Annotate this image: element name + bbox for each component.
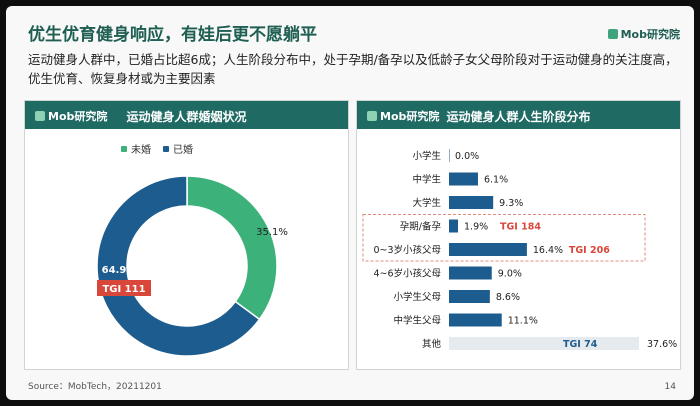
- legend-item-unmarried: 未婚: [121, 141, 151, 156]
- legend-item-married: 已婚: [163, 141, 193, 156]
- bar-0: [449, 149, 450, 162]
- bar-5: [449, 266, 492, 280]
- brand-logo-icon: [607, 29, 618, 39]
- bar-8: [449, 337, 639, 350]
- bar-category-label: 小学生父母: [393, 291, 441, 303]
- bar-2: [449, 196, 494, 209]
- panel-logo-icon: [35, 111, 45, 121]
- life-stage-panel-header: Mob研究院 运动健身人群人生阶段分布: [357, 101, 680, 129]
- legend-swatch-married: [163, 145, 169, 152]
- tgi-annotation: TGI 206: [569, 245, 610, 256]
- bar-value-label: 16.4%: [533, 245, 563, 256]
- marital-panel-logo: Mob研究院: [35, 108, 107, 124]
- marital-panel-header: Mob研究院 运动健身人群婚姻状况: [25, 101, 348, 129]
- bar-value-label: 6.1%: [484, 175, 508, 186]
- tgi-annotation: TGI 184: [500, 222, 541, 233]
- tgi-text-married: TGI 111: [102, 284, 145, 295]
- bar-value-label: 11.1%: [508, 316, 538, 327]
- bar-3: [449, 219, 459, 233]
- life-stage-panel-title: 运动健身人群人生阶段分布: [446, 110, 591, 124]
- bar-category-label: 小学生: [412, 150, 441, 162]
- slide: 优生优育健身响应，有娃后更不愿躺平 Mob研究院 运动健身人群中，已婚占比超6成…: [6, 6, 694, 400]
- marital-status-panel: Mob研究院 运动健身人群婚姻状况 未婚 已婚 35.1% 64.9% TGI 11…: [24, 100, 349, 370]
- bar-category-label: 孕期/备孕: [400, 221, 442, 233]
- life-stage-panel: Mob研究院 运动健身人群人生阶段分布 小学生 0.0% 中学生 6.1% 大学生 9.3…: [356, 100, 681, 370]
- slide-subtitle: 运动健身人群中，已婚占比超6成；人生阶段分布中，处于孕期/备孕以及低龄子女父母阶…: [28, 52, 678, 86]
- bar-value-label: 37.6%: [647, 339, 677, 350]
- legend-swatch-unmarried: [121, 145, 127, 152]
- bar-value-label: 9.0%: [498, 269, 522, 280]
- donut-label-married: 64.9%: [102, 265, 137, 276]
- life-stage-bar-chart: 小学生 0.0% 中学生 6.1% 大学生 9.3% 孕期/备孕 1.9% 0~3岁小孩父母 16…: [362, 149, 677, 350]
- bar-category-label: 中学生父母: [393, 315, 441, 327]
- tgi-badge-married: [97, 280, 151, 296]
- bar-category-label: 4~6岁小孩父母: [373, 268, 441, 280]
- page-number: 14: [664, 382, 676, 392]
- life-stage-panel-logo: Mob研究院: [367, 108, 439, 124]
- tgi-annotation: TGI 74: [563, 339, 598, 350]
- bar-category-label: 0~3岁小孩父母: [373, 244, 441, 256]
- marital-donut-chart: 35.1% 64.9% TGI 111: [96, 175, 288, 357]
- donut-label-unmarried: 35.1%: [256, 227, 288, 238]
- bar-1: [449, 172, 478, 186]
- bar-value-label: 1.9%: [464, 222, 488, 233]
- marital-panel-title: 运动健身人群婚姻状况: [126, 110, 247, 124]
- highlight-box: [362, 214, 646, 262]
- slide-title: 优生优育健身响应，有娃后更不愿躺平: [28, 25, 317, 45]
- panel-logo-icon: [367, 111, 377, 121]
- bar-7: [449, 313, 502, 327]
- donut-slice-unmarried: [186, 175, 278, 321]
- source-note: Source：MobTech，20211201: [28, 382, 162, 392]
- bar-6: [449, 290, 490, 303]
- bar-value-label: 0.0%: [455, 151, 479, 162]
- brand-logo: Mob研究院: [607, 26, 680, 42]
- bar-4: [449, 243, 527, 256]
- bar-value-label: 8.6%: [496, 292, 520, 303]
- bar-category-label: 大学生: [412, 197, 441, 209]
- donut-slice-married: [96, 175, 261, 357]
- bar-value-label: 9.3%: [499, 198, 523, 209]
- brand-logo-text: Mob研究院: [620, 28, 680, 41]
- marital-legend: 未婚 已婚: [121, 141, 193, 156]
- bar-category-label: 中学生: [412, 174, 441, 186]
- bar-category-label: 其他: [422, 338, 442, 350]
